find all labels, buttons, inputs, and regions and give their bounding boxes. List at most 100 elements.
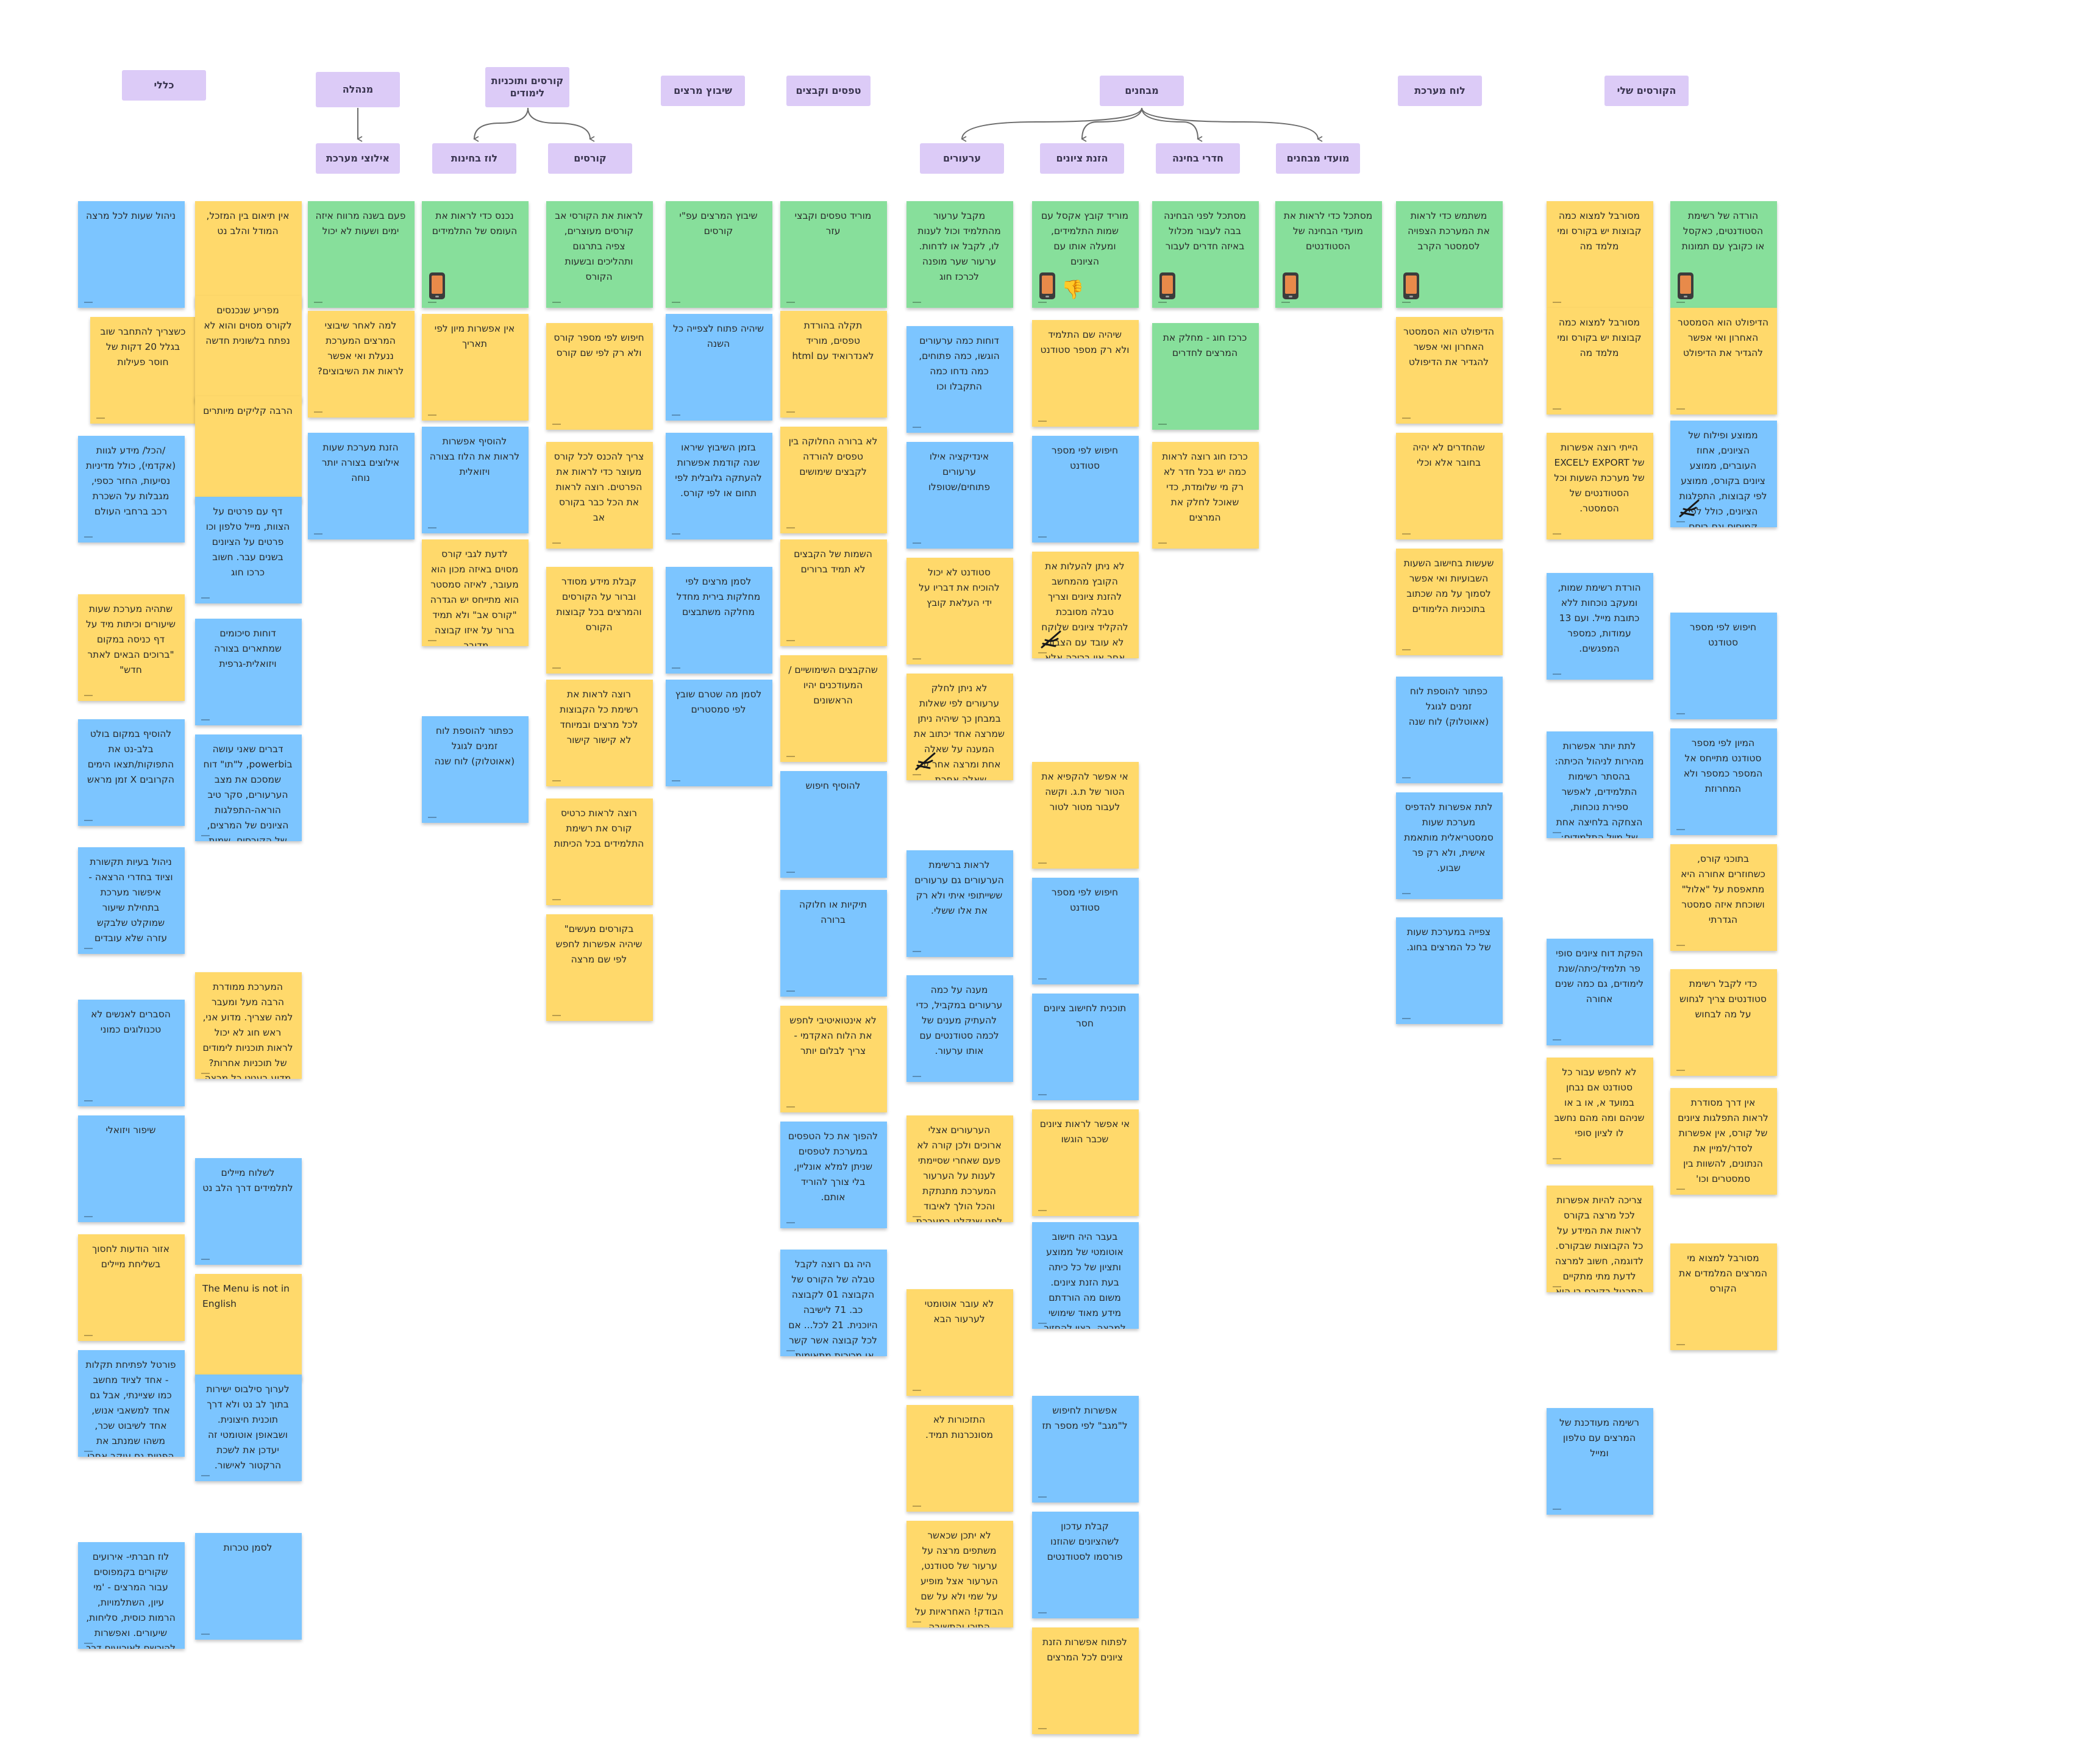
sticky-note-blue[interactable]: צפייה במערכת שעות של כל המרצים בחוג. <box>1396 917 1503 1024</box>
sticky-note-blue[interactable]: בעבר היה חישוב אוטומטי של ממוצע ותציון ש… <box>1032 1222 1139 1329</box>
sticky-note-blue[interactable]: להוסיף אפשרות לראות את הלוז בצורה ויזואל… <box>422 427 529 533</box>
sticky-note-yellow[interactable]: אין דרך מסודרת לראות התפלגות ציונים של ק… <box>1670 1088 1777 1195</box>
sticky-note-yellow[interactable]: חיפוש לפי מספר קורס ולא רק לפי שם קורס <box>546 323 653 430</box>
sticky-note-blue[interactable]: מענה על כמה ערעורים במקביל, כדי להעתיק מ… <box>906 975 1013 1082</box>
sticky-note-yellow[interactable]: השמות של הקבצים לא תמיד ברורים <box>780 539 887 646</box>
sticky-note-blue[interactable]: לסמן מרצים לפי מחלקות בירית מחדל מחלקה מ… <box>666 567 772 674</box>
sticky-note-blue[interactable]: ניהול שעות לכל מרצה <box>78 201 185 308</box>
sticky-note-blue[interactable]: רשימה מעודכנת של המרצים עם טלפון ומייל <box>1547 1408 1653 1515</box>
sticky-note-yellow[interactable]: קבלת מידע מסודר וברור על הקורסים והמרצים… <box>546 567 653 674</box>
sticky-note-yellow[interactable]: שהקבצים השימושיים / המעודכנים יהיו הראשו… <box>780 655 887 762</box>
sticky-note-yellow[interactable]: בקורסים מעשים" שיהיה אפשרות לחפש לפי שם … <box>546 914 653 1021</box>
sticky-note-green[interactable]: שיבוץ המרצים עפ"י קורסים <box>666 201 772 308</box>
sticky-note-blue[interactable]: תיקיות או חלוקה ברורה <box>780 890 887 997</box>
sticky-note-blue[interactable]: פורטל לפתיחת תקלות - אחד לציוד מחשב כמו … <box>78 1350 185 1457</box>
sticky-note-blue[interactable]: המיון לפי מספר סטודנט מתייחס אל המספר כמ… <box>1670 728 1777 835</box>
sticky-note-blue[interactable]: לסמן מה שטרם שובץ לפי סמסטרים <box>666 680 772 786</box>
sticky-note-blue[interactable]: לסמן טכרות <box>195 1533 302 1640</box>
sticky-note-yellow[interactable]: הייתי רוצה אפשרות של EXPORT לEXCEL של מע… <box>1547 433 1653 539</box>
sticky-note-yellow[interactable]: לא ניתן להעלות את הקובץ מהמחשב להזנת ציו… <box>1032 552 1139 658</box>
sticky-note-green[interactable]: מסתכל לפני הבחינה בבה לעבור מכלול באיזה … <box>1152 201 1259 308</box>
sticky-note-yellow[interactable]: אי אפשר לראות ציונים שכבר הוגשו <box>1032 1109 1139 1216</box>
sticky-note-yellow[interactable]: שעשות בחישוב השעות השבועיות ואי אפשר לסמ… <box>1396 549 1503 655</box>
sticky-note-yellow[interactable]: מפריע שנכנסים לקורס מסוים והוא לא נפתח ב… <box>195 296 302 402</box>
sticky-note-yellow[interactable]: שיהיה שם התלמיד ולא רק מספר סטודנט <box>1032 320 1139 427</box>
sticky-note-blue[interactable]: ניהול בעיות תקשורת וציוד בחדרי הרצאה -אי… <box>78 847 185 954</box>
sticky-note-yellow[interactable]: לפתוח אפשרות הזנת ציונים לכל המרצים <box>1032 1627 1139 1734</box>
sticky-note-blue[interactable]: קבלת עדכון לשהציונים שהוזנו פורסמו לסטוד… <box>1032 1512 1139 1618</box>
sticky-note-green[interactable]: לראות את הקורסי אב קורסים מעוצרים, צפיה … <box>546 201 653 308</box>
sticky-note-blue[interactable]: חיפוש לפי מספר סטודנט <box>1670 613 1777 719</box>
sticky-note-blue[interactable]: כפתור להוספת לוח זמנים לגוגל (אאוטלוק) ל… <box>422 716 529 823</box>
sticky-note-yellow[interactable]: מסורבל למצוא כמה קבוצות יש בקורס ומי מלמ… <box>1547 201 1653 308</box>
sticky-note-yellow[interactable]: מסורבל למצוא כמה קבוצות יש בקורס ומי מלמ… <box>1547 308 1653 414</box>
sticky-note-blue[interactable]: הסברים לאנשים לא טכנולוגים כמוני <box>78 1000 185 1106</box>
sticky-note-yellow[interactable]: אין אפשרות מיון לפי תאריך <box>422 314 529 421</box>
sticky-note-yellow[interactable]: רוצה לראות כרטיס קורס את רשימת התלמידים … <box>546 798 653 905</box>
sticky-note-blue[interactable]: לוז חברתי- אירועים שקורים בקמפוסים עבור … <box>78 1542 185 1649</box>
sticky-note-blue[interactable]: לערוך סילבוס ישירות בתוך לב נט ולא דרך ת… <box>195 1375 302 1481</box>
sticky-note-blue[interactable]: להפוך את כל הטפסים במערכת לטפסים שניתן ל… <box>780 1122 887 1228</box>
sticky-note-yellow[interactable]: כדי לקבל רשימת סטודנטים צריך לגחוש על מה… <box>1670 969 1777 1076</box>
sticky-note-blue[interactable]: דברים שאני עושה בpowerbi, ל"תו" דוח שמסכ… <box>195 734 302 841</box>
sticky-note-yellow[interactable]: הערעורים אצלי ארוכים ולכן קורה לא פעם שא… <box>906 1115 1013 1222</box>
sticky-note-yellow[interactable]: כשצריך להתחבר שוב בגלל 20 דקות של חוסר פ… <box>90 317 197 424</box>
sticky-note-blue[interactable]: תוכנית לחישוב ציונים חסר <box>1032 994 1139 1100</box>
sticky-note-blue[interactable]: להוסיף במקום בולט בלב-נט את התפוקות/תצאו… <box>78 719 185 826</box>
sticky-note-yellow[interactable]: The Menu is not in English <box>195 1274 302 1381</box>
sticky-note-yellow[interactable]: לא ניתן לחלק ערעורים לפי שאלות במבחן כך … <box>906 674 1013 780</box>
sticky-note-green[interactable]: מסתכל כדי לראות את מועדי הבחינה של הסטוד… <box>1275 201 1382 308</box>
sticky-note-yellow[interactable]: צריכה להיות אפשרות לכל מרצה בקורס לראות … <box>1547 1186 1653 1292</box>
sticky-note-yellow[interactable]: רוצה לראות את רשימת כל הקבוצות לכל מרצים… <box>546 680 653 786</box>
sticky-note-blue[interactable]: הזנת מערכת שעות אילוצים בצורה יותר נוחה <box>308 433 415 539</box>
sticky-note-yellow[interactable]: לדעת לגבי קורס מסוים באיזה מכון הוא מעוב… <box>422 539 529 646</box>
sticky-note-blue[interactable]: לתת יותר אפשרות מהירות לניהול הכיתה: בהס… <box>1547 731 1653 838</box>
sticky-note-blue[interactable]: בזמן השיבוץ שיראו שנה קודמת אפשרות להעתק… <box>666 433 772 539</box>
sticky-note-blue[interactable]: להוסיף חיפוש <box>780 771 887 878</box>
sticky-note-green[interactable]: כרכז חוג - מחלק את המרצים לחדרים <box>1152 323 1259 430</box>
sticky-note-green[interactable]: הורדה של רשימת הסטודנטים, כאקסל או כקובץ… <box>1670 201 1777 308</box>
sticky-note-yellow[interactable]: הדיפולט הוא הסמסטר האחרון ואי אפשר להגדי… <box>1670 308 1777 414</box>
sticky-note-green[interactable]: פעם בשנה מרווח איזה ימים ושעות לא יכול <box>308 201 415 308</box>
sticky-note-yellow[interactable]: לא עובר אוטומטי לערעור הבא <box>906 1289 1013 1396</box>
sticky-note-blue[interactable]: אינדיקציה אילו ערעורים פתוחים/שטופלו <box>906 442 1013 549</box>
sticky-note-yellow[interactable]: שתהיה מערכת שעות שיעורים וכיתות מיד על ד… <box>78 594 185 701</box>
sticky-note-blue[interactable]: שיפור ויזואלי <box>78 1115 185 1222</box>
sticky-note-blue[interactable]: הורדת רשימת שמות, ומעקב נוכחות ללא כתובת… <box>1547 573 1653 680</box>
sticky-note-blue[interactable]: כפתור להוספת לוח זמנים לגוגל (אאוטלוק) ל… <box>1396 677 1503 783</box>
sticky-note-blue[interactable]: שיהיה פתוח לצפייה כל השנה <box>666 314 772 421</box>
sticky-note-yellow[interactable]: אי אפשר להקפיא את הטור של ת.ג. וקשה לעבו… <box>1032 762 1139 869</box>
sticky-note-blue[interactable]: הפקת דוח ציונים סופי פר תלמיד/כיתה/שנת ל… <box>1547 939 1653 1045</box>
sticky-note-yellow[interactable]: תקלה בהורדת טפסים, מוריד לאנדרואיד עם ht… <box>780 311 887 418</box>
sticky-note-yellow[interactable]: למה לאחר שיבוצי המרצים המערכת ננעלת ואי … <box>308 311 415 418</box>
sticky-note-yellow[interactable]: התזכורות לא מסונכרנות תמיד. <box>906 1405 1013 1512</box>
sticky-note-yellow[interactable]: כרכז חוג רוצה לראות כמה יש בכל חדר לא רק… <box>1152 442 1259 549</box>
sticky-note-blue[interactable]: /הכל/ מידע לגוות (אקדמי), כולל מדיניות נ… <box>78 436 185 542</box>
sticky-note-green[interactable]: מוריד קובץ אקסל עם שמות התלמידים, ומעלה … <box>1032 201 1139 308</box>
sticky-note-yellow[interactable]: מסורבל למצוא מי המרצים המלמדים את הקורס <box>1670 1243 1777 1350</box>
sticky-note-blue[interactable]: לתת אפשרות להדפיס מערכת שעות סמסטריאלית … <box>1396 792 1503 899</box>
sticky-note-blue[interactable]: דוחות סיכומים שמתארים בצורה ויזואלית-גרפ… <box>195 619 302 725</box>
sticky-note-yellow[interactable]: לא ברורה החלוקה בין טפסים להורדה לקבצים … <box>780 427 887 533</box>
sticky-note-green[interactable]: מקבל ערעור מהתלמיד וכול לענות לו, לקבל א… <box>906 201 1013 308</box>
sticky-note-yellow[interactable]: אזור הודעות לחסוך בשליחת מיילים <box>78 1234 185 1341</box>
sticky-note-blue[interactable]: אפשרות לחיפוש ל"מגב" לפי מספר תז <box>1032 1396 1139 1503</box>
sticky-note-yellow[interactable]: בתוכני קורס, כשחוזרים אחורה היא מתאפסת ע… <box>1670 844 1777 951</box>
sticky-note-yellow[interactable]: אין תיאום בין המזכל, המודל והלב נט <box>195 201 302 308</box>
sticky-note-yellow[interactable]: המערכת ממודרת הרבה מעל ומעבר למה שצריך. … <box>195 972 302 1079</box>
sticky-note-green[interactable]: מוריד טפסים וקבצי עזר <box>780 201 887 308</box>
sticky-note-blue[interactable]: לשלוח מיילים לתלמידים דרך הלב נט <box>195 1158 302 1265</box>
sticky-note-blue[interactable]: חיפוש לפי מספר סטודנט <box>1032 436 1139 542</box>
sticky-note-yellow[interactable]: הדיפולט הוא הסמסטר האחרון ואי אפשר להגדי… <box>1396 317 1503 424</box>
sticky-note-blue[interactable]: היה גם רוצה לקבל טבלה של הקורס של הקבוצה… <box>780 1250 887 1356</box>
sticky-note-blue[interactable]: חיפוש לפי מספר סטודנט <box>1032 878 1139 984</box>
sticky-note-yellow[interactable]: לא אינטואיטיבי לחפש את הלוח האקדמי - צרי… <box>780 1006 887 1112</box>
sticky-note-yellow[interactable]: הרבה קליקים מיותרים <box>195 396 302 503</box>
sticky-note-blue[interactable]: ממוצע ופילוח של הציונים, אחוז העוברים, מ… <box>1670 421 1777 527</box>
sticky-note-green[interactable]: משתמש כדי לראות את המערכת הצפויה לסמסטר … <box>1396 201 1503 308</box>
sticky-note-blue[interactable]: לראות ברשימת הערעורים גם ערעורים ששייתופ… <box>906 850 1013 957</box>
sticky-note-green[interactable]: נכנס כדי לראות את העומס של התלמידים <box>422 201 529 308</box>
sticky-note-blue[interactable]: דוחות כמה ערעורים הוגשו, כמה פתוחים, כמה… <box>906 326 1013 433</box>
sticky-note-yellow[interactable]: שהחדרים לא יהיה בחובר אלא וכלי <box>1396 433 1503 539</box>
sticky-note-yellow[interactable]: לא לחפש עבור כל סטודנט אם נבחן במועד א, … <box>1547 1058 1653 1164</box>
